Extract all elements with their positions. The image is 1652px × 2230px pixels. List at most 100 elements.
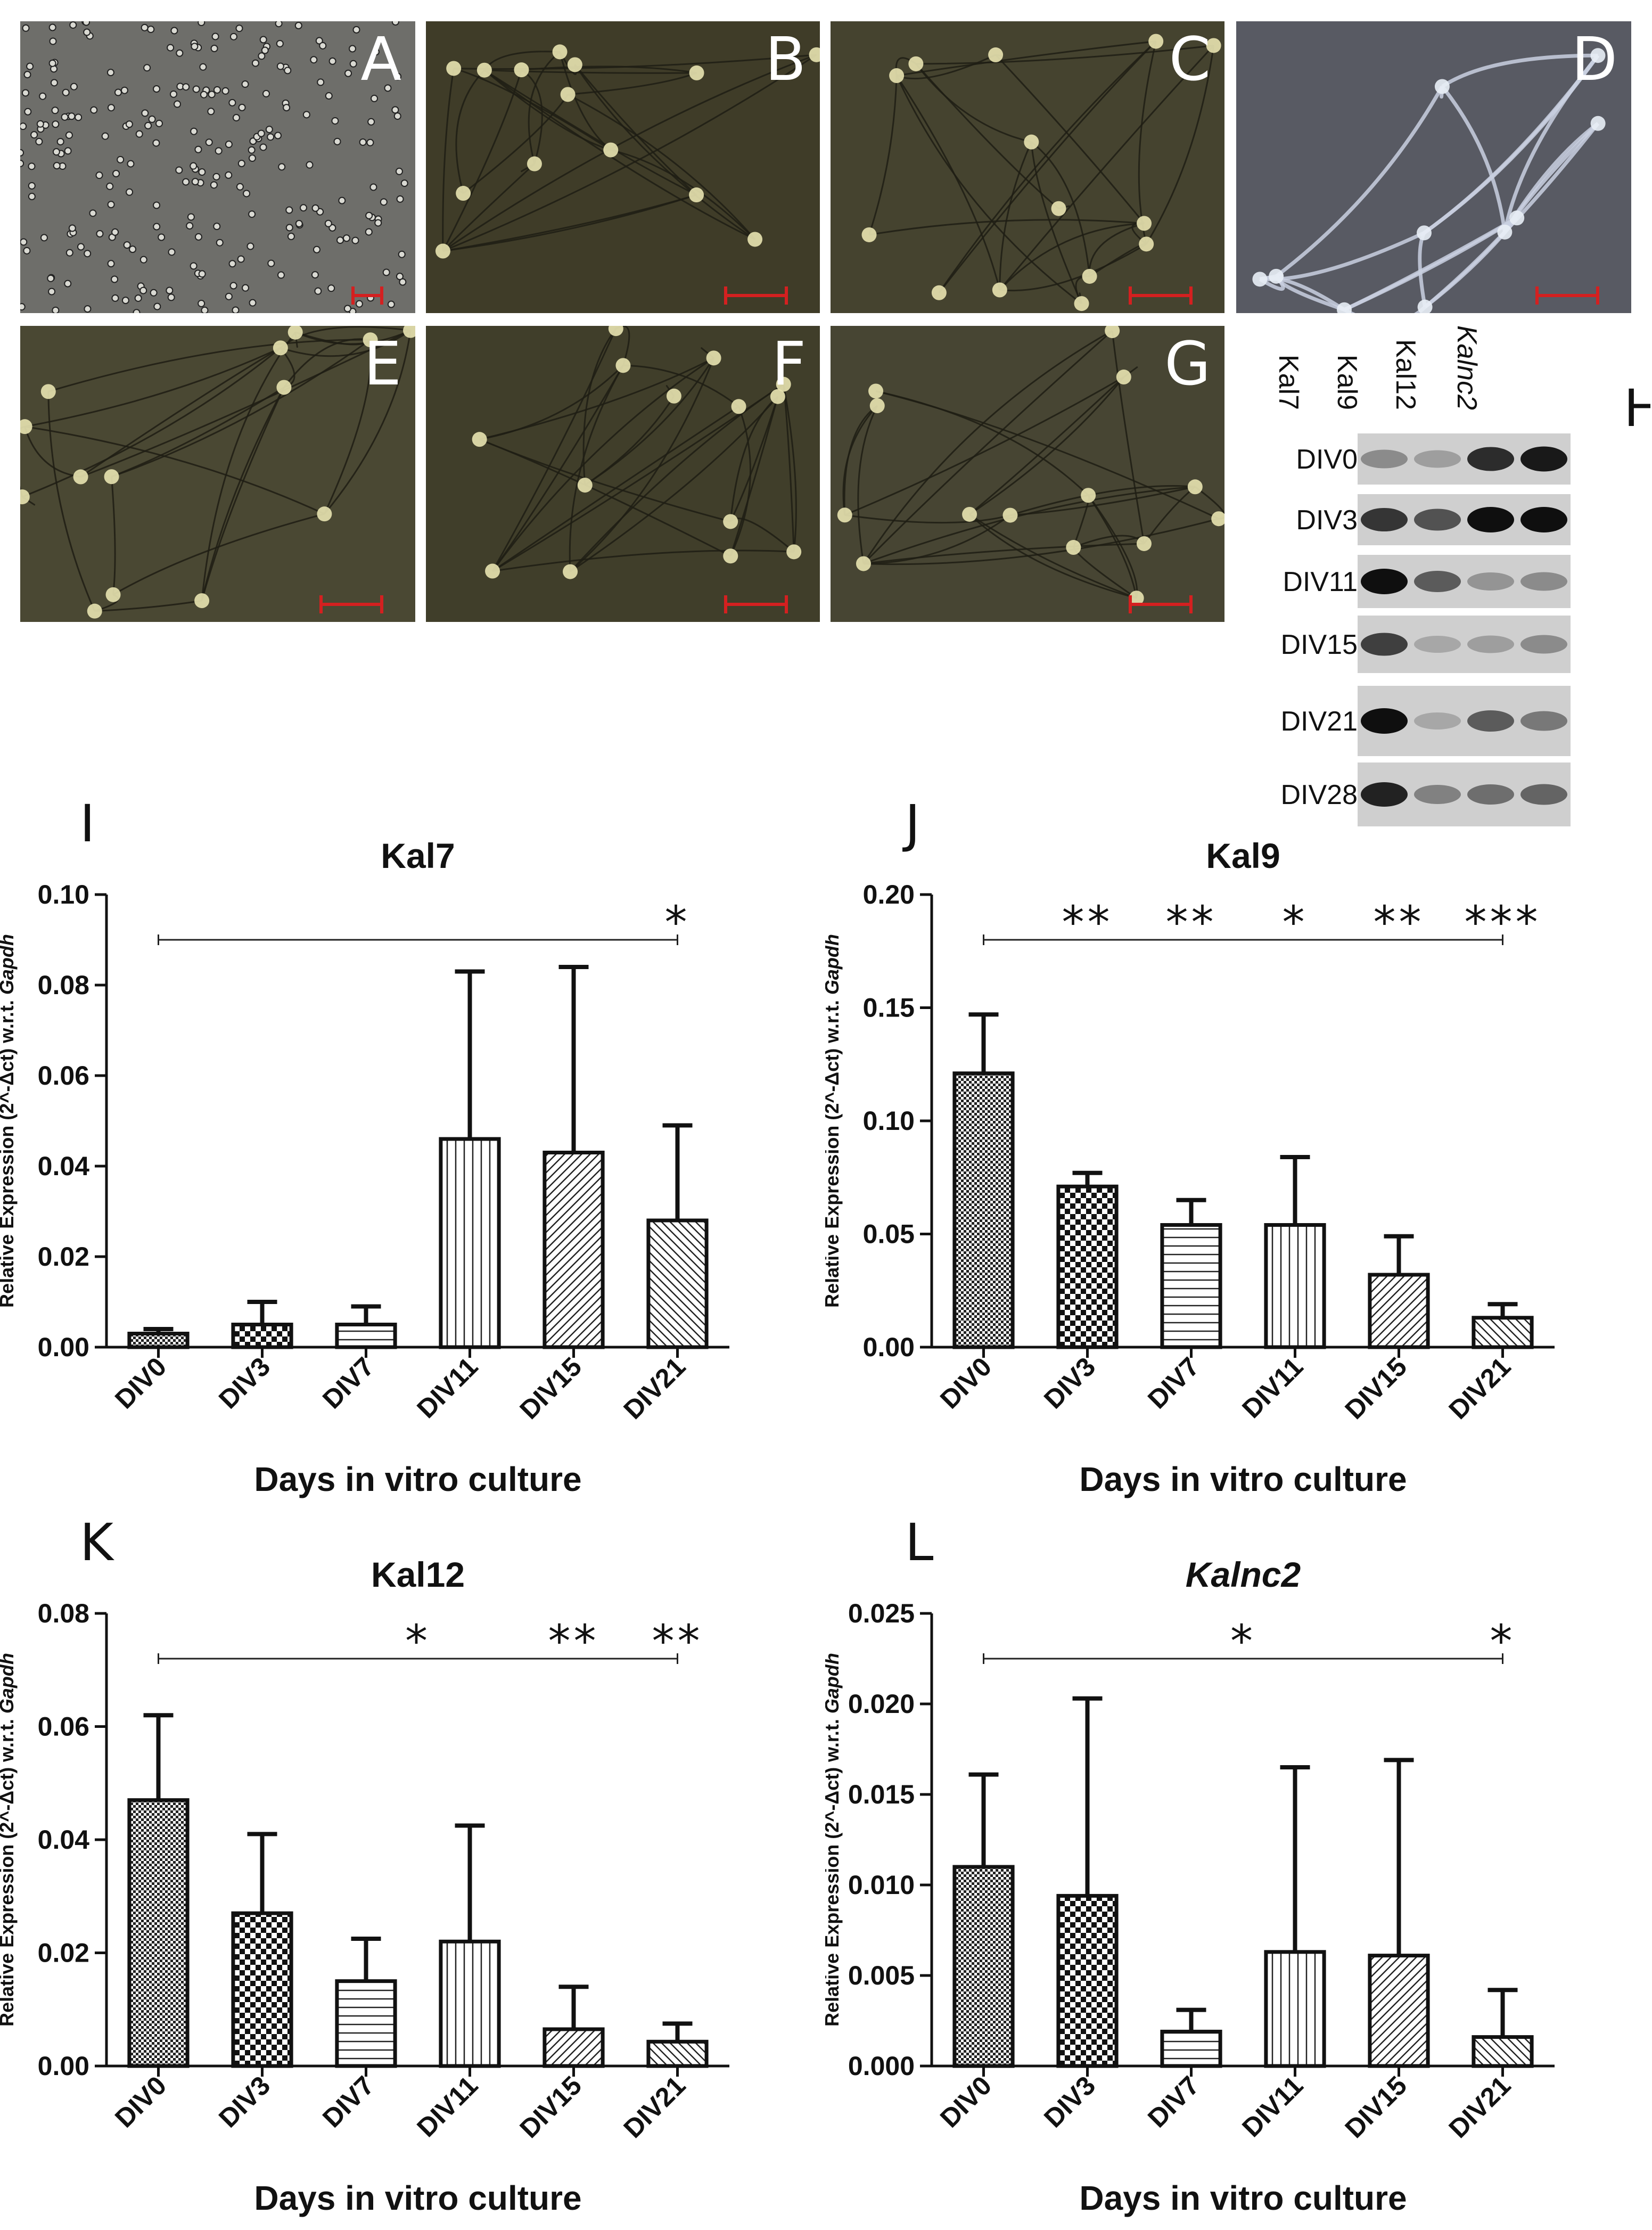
x-tick-label: DIV7 bbox=[317, 2070, 380, 2133]
y-tick-label: 0.06 bbox=[38, 1712, 89, 1742]
bar bbox=[646, 2039, 709, 2068]
blot-band bbox=[1521, 572, 1567, 591]
x-tick-label: DIV15 bbox=[1339, 2070, 1412, 2144]
micrograph-a: A bbox=[20, 21, 415, 313]
bar-group: DIV0 bbox=[109, 1713, 190, 2133]
bar bbox=[1368, 1954, 1430, 2068]
panel-letter: G bbox=[1164, 330, 1211, 399]
bar bbox=[231, 1911, 293, 2068]
blot-row-label: DIV21 bbox=[1280, 706, 1358, 737]
x-axis-label: Days in vitro culture bbox=[1079, 1460, 1407, 1498]
bar bbox=[1472, 2035, 1534, 2068]
y-tick-label: 0.020 bbox=[848, 1689, 915, 1719]
blot-band bbox=[1361, 782, 1408, 807]
y-axis-label: Relative Expression (2^-Δct) w.r.t. Gapd… bbox=[825, 1653, 843, 2027]
x-tick-label: DIV0 bbox=[934, 2070, 997, 2133]
chart-title: Kal7 bbox=[381, 836, 455, 875]
y-tick-label: 0.025 bbox=[848, 1598, 915, 1628]
blot-row: DIV21 bbox=[1280, 686, 1571, 756]
y-tick-label: 0.08 bbox=[38, 1598, 89, 1628]
bar bbox=[1160, 2029, 1222, 2068]
micrograph-texture bbox=[20, 326, 415, 619]
bar bbox=[335, 1323, 397, 1349]
x-tick-label: DIV3 bbox=[213, 2070, 276, 2133]
bar bbox=[439, 1939, 501, 2068]
bar bbox=[439, 1137, 501, 1349]
blot-band bbox=[1361, 569, 1408, 594]
x-tick-label: DIV0 bbox=[109, 1351, 172, 1414]
gel-blot: Kal7 Kal9 Kal12 Kalnc2 H DIV0 DIV3 DIV11 DIV15 DI… bbox=[1273, 325, 1652, 826]
significance-mark: * bbox=[1283, 896, 1308, 948]
x-tick-label: DIV21 bbox=[1443, 1351, 1516, 1425]
bar bbox=[1264, 1223, 1326, 1349]
micrograph-texture bbox=[20, 21, 408, 313]
blot-band bbox=[1361, 449, 1408, 469]
x-tick-label: DIV11 bbox=[411, 1351, 483, 1424]
bar-group: DIV3 bbox=[213, 1300, 293, 1414]
bar-group: DIV3 bbox=[1038, 1696, 1119, 2133]
blot-band bbox=[1467, 447, 1514, 471]
y-tick-label: 0.010 bbox=[848, 1870, 915, 1900]
bar bbox=[1056, 1893, 1119, 2068]
blot-row-label: DIV15 bbox=[1280, 629, 1358, 660]
bar bbox=[1264, 1950, 1326, 2068]
bar bbox=[127, 1332, 190, 1349]
significance-mark: * bbox=[665, 896, 691, 948]
blot-band bbox=[1361, 508, 1408, 531]
blot-row: DIV11 bbox=[1283, 555, 1571, 608]
y-tick-label: 0.005 bbox=[848, 1961, 915, 1990]
x-tick-label: DIV7 bbox=[1142, 2070, 1205, 2133]
scale-bar bbox=[1535, 286, 1599, 305]
panel-letter: B bbox=[765, 25, 806, 94]
panel-letter: K bbox=[80, 1518, 114, 1572]
panel-letter-h: H bbox=[1624, 379, 1650, 438]
y-axis-label: Relative Expression (2^-Δct) w.r.t. Gapd… bbox=[0, 934, 18, 1308]
x-tick-label: DIV11 bbox=[1236, 2070, 1309, 2143]
x-tick-label: DIV7 bbox=[317, 1351, 380, 1414]
panel-letter: C bbox=[1169, 25, 1211, 94]
bar-group: DIV0 bbox=[934, 1772, 1015, 2133]
bar-group: DIV11 bbox=[411, 969, 501, 1424]
micrograph-texture bbox=[1252, 48, 1606, 313]
significance-mark: ** bbox=[548, 1615, 599, 1667]
bar-group: DIV7 bbox=[317, 1936, 397, 2133]
x-tick-label: DIV0 bbox=[109, 2070, 172, 2133]
bar-group: DIV21 bbox=[1443, 1302, 1534, 1425]
blot-band bbox=[1521, 446, 1567, 472]
bar-group: DIV3 bbox=[1038, 1170, 1119, 1414]
scale-bar bbox=[351, 286, 383, 305]
scale-bar bbox=[1129, 595, 1193, 613]
bar-group: DIV11 bbox=[411, 1823, 501, 2143]
y-tick-label: 0.08 bbox=[38, 970, 89, 1000]
lane-labels: Kal7 Kal9 Kal12 Kalnc2 bbox=[1273, 325, 1482, 410]
blot-lane-label: Kal9 bbox=[1332, 355, 1362, 410]
bar bbox=[1056, 1184, 1119, 1349]
y-tick-label: 0.20 bbox=[863, 880, 915, 909]
bar bbox=[952, 1071, 1015, 1349]
chart-kal12: K Kal12 0.00 0.02 0.04 0.06 0.08 Relative Expre… bbox=[0, 1518, 729, 2217]
panel-letter: E bbox=[364, 330, 401, 399]
x-tick-label: DIV11 bbox=[411, 2070, 483, 2143]
micrograph-g: G bbox=[831, 326, 1224, 622]
gel-blot-panel: Kal7 Kal9 Kal12 Kalnc2 H DIV0 DIV3 DIV11 DIV15 DI… bbox=[1230, 319, 1652, 852]
blot-band bbox=[1414, 571, 1461, 592]
significance-mark: ** bbox=[1374, 896, 1425, 948]
bar-group: DIV15 bbox=[514, 965, 605, 1425]
blot-band bbox=[1414, 450, 1461, 468]
x-tick-label: DIV15 bbox=[514, 1351, 587, 1425]
bar-group: DIV11 bbox=[1236, 1155, 1326, 1424]
bar bbox=[127, 1798, 190, 2068]
significance-mark: ** bbox=[1166, 896, 1217, 948]
y-tick-label: 0.15 bbox=[863, 993, 915, 1023]
blot-lane-label: Kal7 bbox=[1273, 355, 1304, 410]
x-axis-label: Days in vitro culture bbox=[1079, 2179, 1407, 2217]
chart-title: Kal9 bbox=[1206, 836, 1280, 875]
bar-group: DIV15 bbox=[1339, 1234, 1430, 1425]
bar bbox=[1160, 1223, 1222, 1349]
chart-title: Kalnc2 bbox=[1186, 1555, 1301, 1594]
scale-bar bbox=[724, 595, 788, 613]
y-tick-label: 0.015 bbox=[848, 1780, 915, 1809]
blot-lane-label: Kal12 bbox=[1390, 339, 1421, 410]
x-tick-label: DIV21 bbox=[618, 2070, 691, 2144]
chart-kal9: J Kal9 0.00 0.05 0.10 0.15 0.20 Relative Expres… bbox=[825, 799, 1555, 1498]
